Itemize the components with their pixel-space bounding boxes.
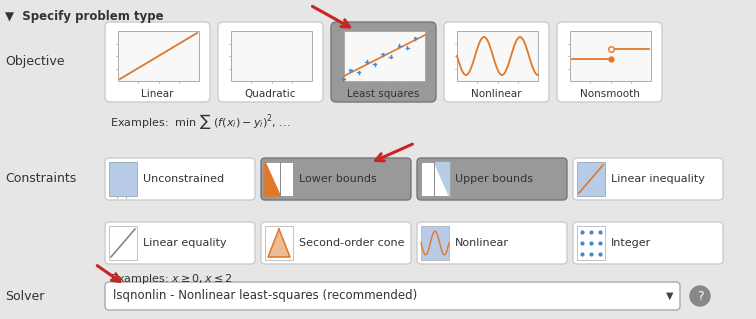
FancyBboxPatch shape <box>573 158 723 200</box>
Bar <box>109 226 137 260</box>
Bar <box>421 226 449 260</box>
Text: Nonlinear: Nonlinear <box>471 89 522 99</box>
FancyBboxPatch shape <box>105 158 255 200</box>
FancyBboxPatch shape <box>218 22 323 102</box>
Text: ▼  Specify problem type: ▼ Specify problem type <box>5 10 163 23</box>
Text: Upper bounds: Upper bounds <box>455 174 533 184</box>
Text: Linear inequality: Linear inequality <box>611 174 705 184</box>
Text: Unconstrained: Unconstrained <box>143 174 224 184</box>
Text: Nonsmooth: Nonsmooth <box>580 89 640 99</box>
Text: ▼: ▼ <box>666 291 674 301</box>
Bar <box>577 226 605 260</box>
Polygon shape <box>434 162 449 196</box>
Bar <box>421 162 449 196</box>
Text: Integer: Integer <box>611 238 651 248</box>
Bar <box>457 31 538 81</box>
Text: lsqnonlin - Nonlinear least-squares (recommended): lsqnonlin - Nonlinear least-squares (rec… <box>113 290 417 302</box>
FancyBboxPatch shape <box>261 222 411 264</box>
FancyBboxPatch shape <box>573 222 723 264</box>
FancyBboxPatch shape <box>417 222 567 264</box>
FancyBboxPatch shape <box>417 158 567 200</box>
Text: Nonlinear: Nonlinear <box>455 238 509 248</box>
Circle shape <box>690 286 710 306</box>
FancyBboxPatch shape <box>331 22 436 102</box>
FancyBboxPatch shape <box>105 282 680 310</box>
FancyBboxPatch shape <box>261 158 411 200</box>
Text: Linear: Linear <box>141 89 174 99</box>
Text: Linear equality: Linear equality <box>143 238 227 248</box>
Bar <box>109 162 137 196</box>
FancyBboxPatch shape <box>105 22 210 102</box>
Bar <box>265 162 293 196</box>
Text: Examples: $x \geq 0, x \leq 2$: Examples: $x \geq 0, x \leq 2$ <box>110 272 233 286</box>
Bar <box>265 226 293 260</box>
FancyBboxPatch shape <box>105 222 255 264</box>
Text: Solver: Solver <box>5 290 45 302</box>
Text: Quadratic: Quadratic <box>245 89 296 99</box>
Text: Least squares: Least squares <box>347 89 420 99</box>
Text: Constraints: Constraints <box>5 173 76 186</box>
Bar <box>118 31 199 81</box>
Bar <box>231 31 312 81</box>
Text: Examples:  min $\sum$ $(f(x_i) - y_i)^2$, ...: Examples: min $\sum$ $(f(x_i) - y_i)^2$,… <box>110 112 290 131</box>
Polygon shape <box>268 229 290 257</box>
Text: ?: ? <box>697 290 703 302</box>
Bar <box>570 31 651 81</box>
Bar <box>577 162 605 196</box>
Text: Second-order cone: Second-order cone <box>299 238 404 248</box>
Text: Objective: Objective <box>5 56 64 69</box>
Bar <box>344 31 425 81</box>
Text: Lower bounds: Lower bounds <box>299 174 376 184</box>
FancyBboxPatch shape <box>444 22 549 102</box>
FancyBboxPatch shape <box>557 22 662 102</box>
Polygon shape <box>265 162 280 196</box>
